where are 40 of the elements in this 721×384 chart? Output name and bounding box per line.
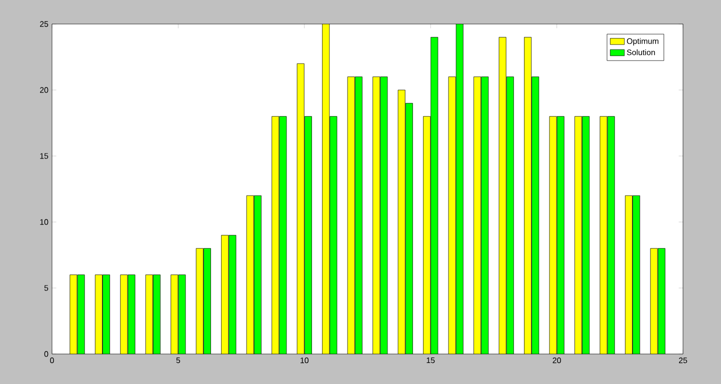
bar: [246, 195, 254, 354]
bar: [423, 116, 431, 354]
bar: [448, 76, 456, 354]
bar: [574, 116, 582, 354]
bar: [474, 76, 482, 354]
bar: [196, 248, 204, 354]
bar: [203, 248, 211, 354]
bar: [556, 116, 564, 354]
bar: [94, 274, 102, 354]
bar: [330, 116, 338, 354]
bar: [304, 116, 312, 354]
bar: [102, 274, 110, 354]
bar: [272, 116, 280, 354]
bar: [120, 274, 128, 354]
bar: [153, 274, 160, 354]
bar: [398, 90, 406, 354]
bar: [524, 37, 532, 354]
bar: [607, 116, 615, 354]
bar: [625, 195, 632, 354]
bar: [658, 248, 666, 354]
bar: [456, 24, 464, 354]
bar: [254, 195, 262, 354]
bar: [481, 76, 489, 354]
bar: [430, 37, 438, 354]
bar: [145, 274, 153, 354]
bar: [532, 76, 540, 354]
bar: [170, 274, 178, 354]
bar: [354, 76, 362, 354]
bar: [380, 76, 388, 354]
bar: [70, 274, 78, 354]
bar: [322, 24, 330, 354]
bar: [632, 195, 640, 354]
bar: [506, 76, 514, 354]
bar: [279, 116, 287, 354]
bar: [582, 116, 590, 354]
bar: [347, 76, 355, 354]
bar: [405, 103, 413, 354]
bar: [296, 63, 304, 354]
bar: [372, 76, 380, 354]
bar: [221, 235, 229, 354]
